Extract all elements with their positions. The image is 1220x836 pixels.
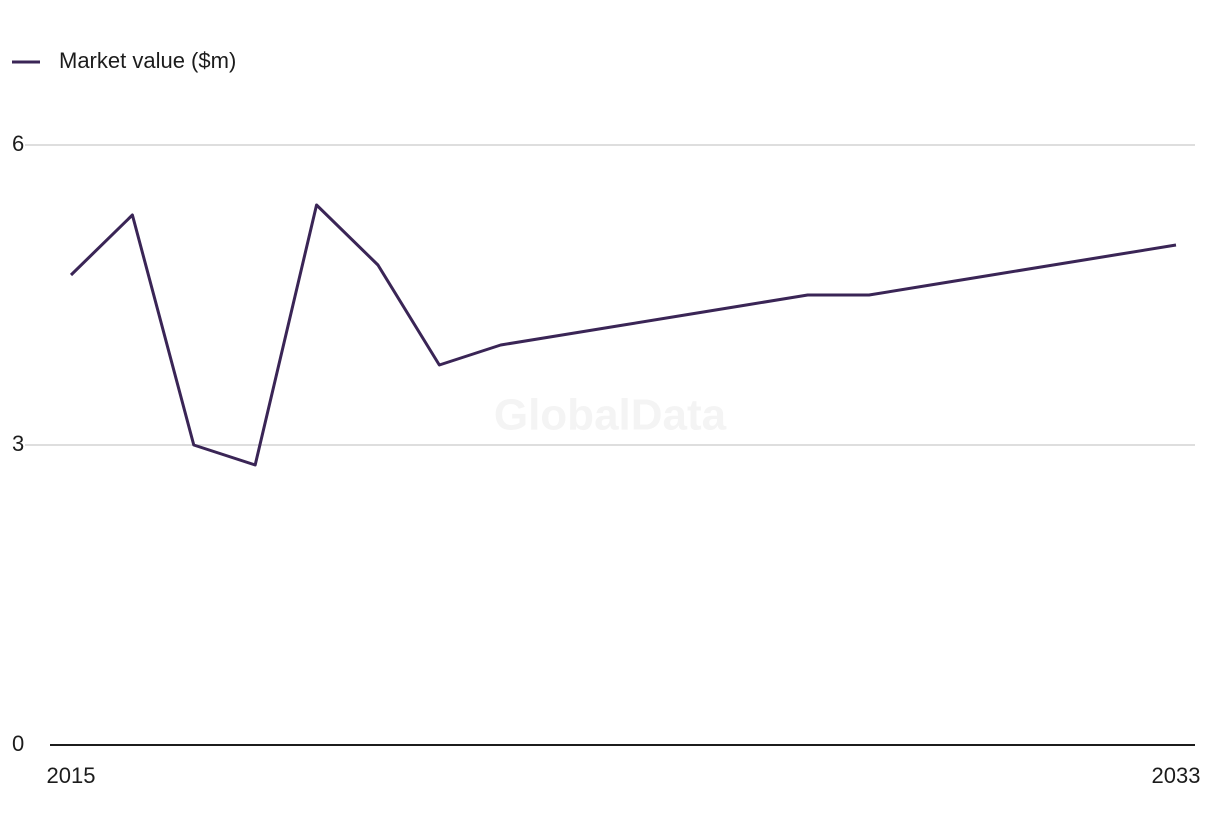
data-line [69, 203, 1177, 467]
y-tick-label: 0 [12, 731, 24, 756]
x-tick-label: 2015 [47, 763, 96, 788]
y-tick-label: 6 [12, 131, 24, 156]
watermark: GlobalData [494, 391, 727, 440]
x-tick-label: 2033 [1152, 763, 1201, 788]
y-tick-label: 3 [12, 431, 24, 456]
legend-label: Market value ($m) [59, 48, 236, 73]
